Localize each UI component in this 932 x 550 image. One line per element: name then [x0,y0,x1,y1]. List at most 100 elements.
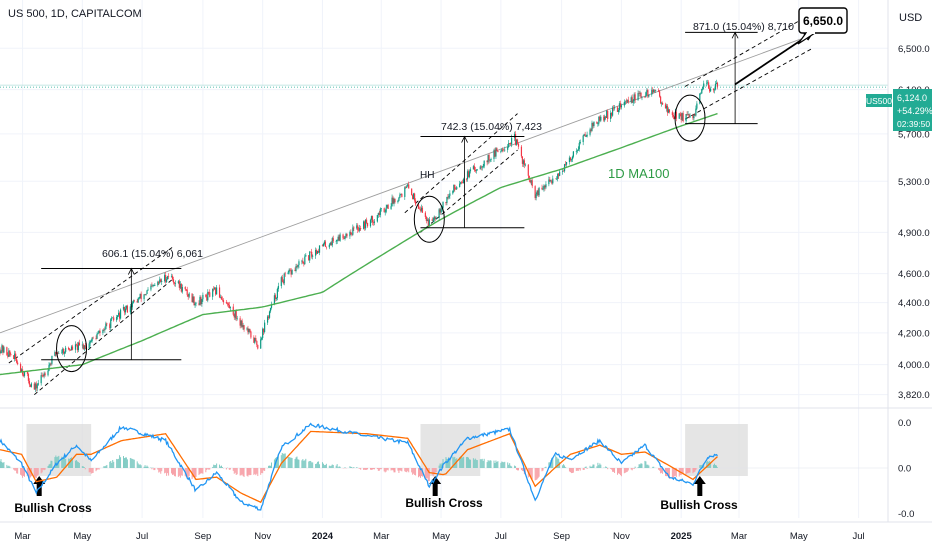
candle-body [391,197,393,207]
candle-body [413,193,415,200]
oscillator-tick-label: -0.0 [898,509,914,520]
candle-body [171,276,174,280]
candle-body [257,344,259,349]
candle-body [576,150,578,152]
candle-body [55,352,57,355]
candle-body [353,227,355,229]
candle-body [555,178,557,180]
price-tick-label: 4,600.0 [898,269,930,280]
candle-body [626,99,628,102]
candle-body [709,88,711,92]
candle-body [233,314,235,318]
candle-body [147,289,149,291]
candle-body [365,219,368,223]
candle-body [3,347,5,353]
candle-body [549,179,551,182]
candle-body [295,266,297,272]
candle-body [70,346,73,351]
candle-body [475,170,477,172]
candle-body [694,114,696,116]
candle-body [99,330,101,333]
candle-body [641,96,643,98]
candle-body [301,260,303,262]
candle-body [556,178,558,180]
candle-body [316,250,319,254]
candle-body [652,89,654,92]
candle-body [206,296,208,301]
candle-body [399,194,401,198]
candle-body [454,184,456,190]
candle-body [678,113,680,119]
candle-body [596,121,598,124]
candle-body [154,285,156,286]
candle-body [387,205,389,209]
candle-body [376,215,378,222]
candle-body [296,266,298,267]
candle-body [344,236,346,239]
candle-body [207,292,209,301]
candle-body [699,93,701,104]
candle-body [297,265,299,267]
target-callout-pointer [797,32,816,45]
candle-body [578,143,580,150]
candle-body [456,187,458,190]
candle-body [521,156,524,164]
candle-body [627,99,629,103]
candle-body [222,300,225,303]
candle-body [78,342,80,346]
price-badge[interactable]: US500 6,124.0 +54.29% 02:39:50 [866,89,932,131]
candle-body [706,82,708,84]
candle-body [700,93,702,95]
candle-body [41,375,43,376]
candle-body [501,149,503,152]
candle-body [575,151,577,152]
candle-body [668,109,671,113]
candle-body [226,303,228,304]
price-tick-label: 4,400.0 [898,298,930,309]
candle-body [324,241,327,247]
candle-body [482,166,484,168]
candle-body [452,190,454,194]
candle-body [280,277,282,286]
candle-body [695,108,697,116]
candle-body [599,116,601,121]
price-tick-label: 6,500.0 [898,44,930,55]
candle-body [572,151,574,157]
candle-body [227,303,229,306]
time-tick-label: May [73,531,91,542]
candle-body [418,208,421,210]
candle-body [600,116,602,121]
target-callout[interactable]: 6,650.0 [797,7,848,45]
time-tick-label: Jul [495,531,507,542]
candle-body [427,219,429,226]
candle-body [242,325,244,327]
candle-body [315,250,318,254]
price-tick-label: 5,700.0 [898,129,930,140]
candle-body [262,328,264,339]
candle-body [461,182,463,183]
candle-body [659,91,661,97]
candle-body [290,270,292,275]
candle-body [631,97,633,103]
candle-body [661,102,664,105]
candle-body [317,250,320,253]
highlight-circle [56,325,88,373]
candle-body [71,346,74,350]
candle-body [552,178,554,184]
candle-body [349,232,351,237]
candle-body [364,221,366,229]
candle-body [577,149,579,151]
candle-body [268,311,271,318]
price-tick-label: 3,820.0 [898,390,930,401]
candle-body [174,283,177,284]
candle-body [671,112,673,115]
candle-body [390,206,392,209]
candle-body [150,285,152,290]
candle-body [509,143,511,144]
candle-body [448,195,450,198]
candle-body [682,113,684,122]
candle-body [199,297,201,305]
candle-body [515,139,518,145]
time-tick-label: May [790,531,808,542]
